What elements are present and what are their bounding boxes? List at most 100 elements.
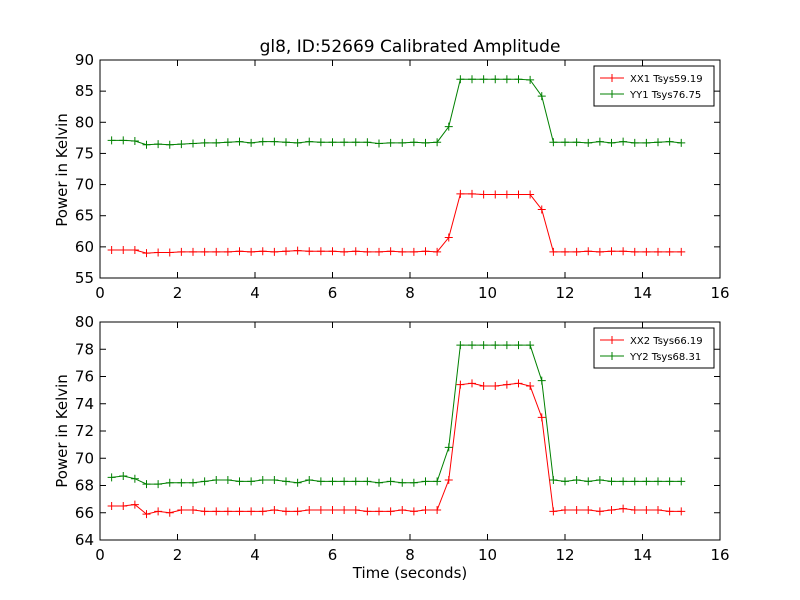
data-point	[642, 247, 651, 256]
data-point	[270, 137, 279, 146]
data-point	[235, 247, 244, 256]
data-point	[607, 477, 616, 486]
data-point	[654, 506, 662, 515]
data-point	[398, 478, 407, 487]
data-point	[305, 247, 314, 256]
data-point	[351, 477, 360, 486]
data-point	[468, 379, 476, 388]
y-tick-label: 72	[75, 422, 94, 440]
data-point	[130, 500, 139, 509]
data-point	[119, 501, 128, 510]
data-point	[549, 476, 558, 485]
x-tick-label: 16	[710, 546, 729, 564]
data-point	[165, 248, 174, 257]
data-point	[595, 507, 604, 516]
data-point	[189, 506, 197, 515]
data-point	[363, 138, 372, 147]
data-point	[247, 477, 256, 486]
data-point	[479, 341, 488, 350]
data-point	[340, 138, 349, 147]
data-point	[537, 205, 546, 214]
data-point	[154, 480, 163, 489]
data-point	[200, 138, 209, 147]
data-point	[258, 137, 267, 146]
data-point	[514, 75, 523, 84]
data-point	[247, 138, 256, 147]
data-point	[223, 247, 232, 256]
data-point	[375, 247, 383, 256]
data-point	[212, 247, 221, 256]
data-point	[607, 247, 616, 256]
data-point	[398, 247, 407, 256]
data-point	[468, 75, 476, 84]
data-point	[409, 507, 418, 516]
data-point	[351, 138, 360, 147]
data-point	[456, 189, 465, 198]
data-point	[398, 506, 407, 515]
data-point	[642, 506, 651, 515]
data-point	[386, 507, 395, 516]
y-tick-label: 65	[75, 207, 94, 225]
data-point	[328, 506, 337, 515]
data-point	[189, 478, 197, 487]
data-point	[654, 477, 662, 486]
data-point	[107, 245, 116, 254]
data-point	[270, 506, 279, 515]
bottom-panel-ylabel: Power in Kelvin	[53, 374, 71, 488]
legend-label: YY2 Tsys68.31	[629, 352, 701, 363]
data-point	[177, 506, 186, 515]
legend-label: XX2 Tsys66.19	[630, 336, 703, 347]
data-point	[386, 477, 395, 486]
y-tick-label: 74	[75, 395, 94, 413]
data-point	[526, 341, 535, 350]
data-point	[142, 140, 151, 149]
data-point	[200, 477, 209, 486]
top-panel-ylabel: Power in Kelvin	[53, 113, 71, 227]
x-tick-label: 4	[250, 546, 260, 564]
data-point	[293, 138, 302, 147]
data-point	[630, 477, 639, 486]
data-point	[444, 443, 453, 452]
data-point	[375, 139, 383, 148]
data-point	[444, 122, 453, 131]
data-point	[328, 138, 337, 147]
data-point	[142, 510, 151, 519]
data-point	[619, 504, 628, 513]
data-point	[491, 341, 500, 350]
data-point	[107, 473, 116, 482]
data-point	[677, 247, 686, 256]
data-point	[537, 92, 546, 101]
y-tick-label: 60	[75, 238, 94, 256]
y-tick-label: 64	[75, 531, 94, 549]
x-tick-label: 14	[633, 284, 652, 302]
data-point	[607, 506, 616, 515]
data-point	[642, 477, 651, 486]
data-point	[235, 507, 244, 516]
data-point	[526, 382, 535, 391]
legend-swatch-marker	[608, 90, 616, 98]
data-point	[456, 341, 465, 350]
data-point	[665, 477, 674, 486]
x-tick-label: 0	[95, 284, 105, 302]
data-point	[677, 507, 686, 516]
data-point	[258, 247, 267, 256]
x-tick-label: 10	[478, 284, 497, 302]
data-point	[328, 477, 337, 486]
data-point	[433, 477, 442, 486]
data-point	[130, 245, 139, 254]
data-point	[189, 247, 197, 256]
x-tick-label: 16	[710, 284, 729, 302]
y-tick-label: 85	[75, 82, 94, 100]
y-tick-label: 70	[75, 449, 94, 467]
data-point	[119, 136, 128, 145]
data-point	[561, 477, 569, 486]
data-point	[177, 478, 186, 487]
data-point	[212, 507, 221, 516]
x-tick-label: 2	[173, 546, 183, 564]
data-point	[340, 477, 349, 486]
data-point	[665, 507, 674, 516]
data-point	[177, 140, 186, 149]
data-point	[223, 476, 232, 485]
data-point	[177, 247, 186, 256]
